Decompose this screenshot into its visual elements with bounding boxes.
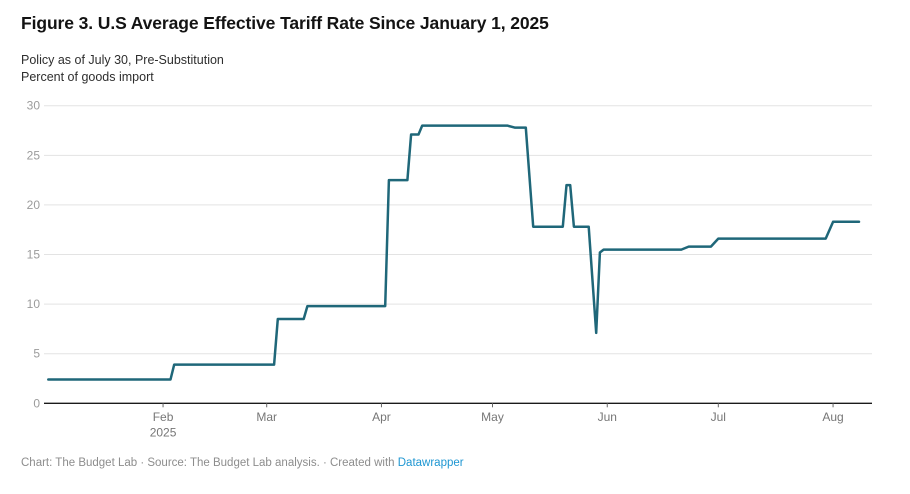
x-tick-label: Jul bbox=[711, 410, 726, 424]
chart-title: Figure 3. U.S Average Effective Tariff R… bbox=[21, 13, 549, 33]
y-tick-label: 20 bbox=[27, 198, 41, 212]
x-tick-year-label: 2025 bbox=[150, 426, 177, 440]
x-tick-label: Aug bbox=[822, 410, 843, 424]
y-tick-label: 5 bbox=[33, 347, 40, 361]
footer-credits: Chart: The Budget Lab · Source: The Budg… bbox=[21, 457, 881, 469]
y-tick-label: 30 bbox=[27, 99, 41, 113]
footer-credits-text: Chart: The Budget Lab · Source: The Budg… bbox=[21, 457, 398, 469]
y-tick-label: 0 bbox=[33, 396, 40, 410]
tariff-rate-line bbox=[47, 124, 861, 381]
y-tick-label: 15 bbox=[27, 248, 41, 262]
y-tick-label: 25 bbox=[27, 148, 41, 162]
x-tick-label: Jun bbox=[598, 410, 617, 424]
datawrapper-link[interactable]: Datawrapper bbox=[397, 457, 464, 469]
x-tick-label: Apr bbox=[372, 410, 391, 424]
x-tick-label: May bbox=[481, 410, 504, 424]
x-tick-label: Feb bbox=[153, 410, 174, 424]
y-tick-label: 10 bbox=[27, 297, 41, 311]
chart-subtitle: Policy as of July 30, Pre-Substitution bbox=[21, 53, 224, 67]
x-tick-label: Mar bbox=[256, 410, 277, 424]
chart-units-label: Percent of goods import bbox=[21, 70, 154, 84]
